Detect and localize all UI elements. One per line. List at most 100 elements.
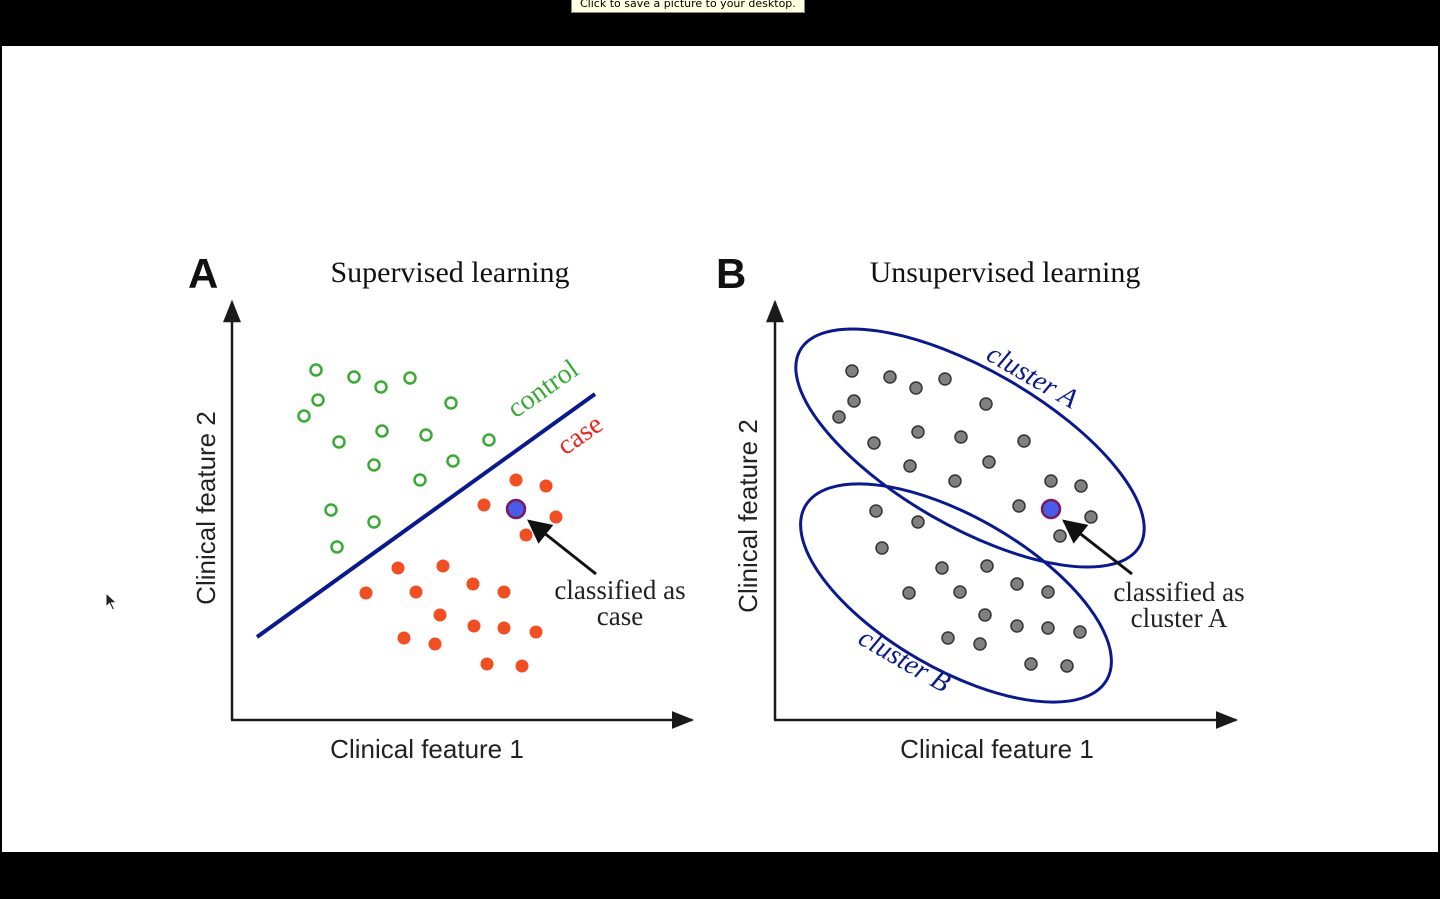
panel-b: B Unsupervised learning Clinical feature… [716,250,1245,764]
control-point [332,435,346,449]
panel-b-letter: B [716,250,746,297]
cluster-point [1041,621,1055,635]
panel-a-title: Supervised learning [330,256,569,289]
cluster-point [982,455,996,469]
panel-a: A Supervised learning Clinical feature 1… [188,250,695,764]
cluster-point [1010,619,1024,633]
control-point [297,409,311,423]
control-point [347,370,361,384]
cluster-point [832,410,846,424]
cluster-point [867,436,881,450]
panel-a-annotation-arrow [527,519,597,576]
panel-b-title: Unsupervised learning [870,256,1141,289]
cluster-point [909,381,923,395]
cluster-point [1084,510,1098,524]
cluster-b-ellipse [799,482,1113,704]
control-point [413,473,427,487]
cluster-point [954,430,968,444]
case-point [497,621,511,635]
case-point [467,619,481,633]
cluster-point [1073,625,1087,639]
case-point [480,657,494,671]
control-point [419,428,433,442]
panel-a-annotation-line1: classified as [554,575,685,605]
panel-b-annotation-arrow [1062,519,1133,576]
control-point [309,363,323,377]
panel-a-x-axis-label: Clinical feature 1 [330,734,524,764]
case-points [359,473,563,673]
panel-a-annotation-line2: case [597,601,643,631]
boundary-label-case: case [551,409,608,462]
case-point [477,498,491,512]
cluster-point [935,561,949,575]
cluster-a-ellipse [794,327,1146,569]
cluster-point [902,586,916,600]
case-point [359,586,373,600]
case-point [409,585,423,599]
cluster-point [911,515,925,529]
cluster-point [938,372,952,386]
cluster-point [911,425,925,439]
control-point [403,371,417,385]
panel-b-annotation-line2: cluster A [1131,603,1228,633]
panel-b-x-axis-label: Clinical feature 1 [900,734,1094,764]
case-point [436,559,450,573]
cluster-point [845,364,859,378]
cluster-point [1044,474,1058,488]
control-point [446,454,460,468]
control-point [324,503,338,517]
case-point [509,473,523,487]
control-point [374,380,388,394]
case-point [428,637,442,651]
cluster-point [973,637,987,651]
control-point [482,433,496,447]
cluster-point [953,585,967,599]
cluster-point [903,459,917,473]
cluster-point [979,397,993,411]
cluster-b-label: cluster B [853,622,955,699]
case-point [397,631,411,645]
cluster-point [883,370,897,384]
case-point [497,585,511,599]
slide-canvas [2,46,1438,852]
cluster-point [948,474,962,488]
cluster-point [1010,577,1024,591]
bottom-black-bar [0,852,1440,899]
control-point [375,424,389,438]
case-point [539,479,553,493]
panel-b-y-axis-label: Clinical feature 2 [733,419,763,613]
control-point [367,515,381,529]
control-point [444,396,458,410]
panel-b-new-point [1040,498,1062,520]
save-picture-tooltip: Click to save a picture to your desktop. [571,0,805,13]
cluster-point [847,394,861,408]
control-point [330,540,344,554]
panel-a-y-axis-label: Clinical feature 2 [191,411,221,605]
cluster-a-label: cluster A [981,338,1084,415]
case-point [391,561,405,575]
cluster-point [941,631,955,645]
cluster-point [980,559,994,573]
cluster-point [1060,659,1074,673]
cluster-point [1041,585,1055,599]
boundary-label-control: control [502,353,585,424]
case-point [549,510,563,524]
case-point [466,577,480,591]
cluster-point [978,608,992,622]
case-point [529,625,543,639]
cluster-point [1074,479,1088,493]
cluster-point [875,541,889,555]
cluster-point [1053,529,1067,543]
control-points [297,363,496,554]
mouse-pointer-icon [105,592,118,611]
panel-a-new-point [505,498,527,520]
cluster-point [1017,434,1031,448]
panel-a-letter: A [188,250,218,297]
decision-boundary-line [255,392,597,639]
cluster-point [869,504,883,518]
case-point [515,659,529,673]
case-point [519,528,533,542]
cluster-point [1024,657,1038,671]
